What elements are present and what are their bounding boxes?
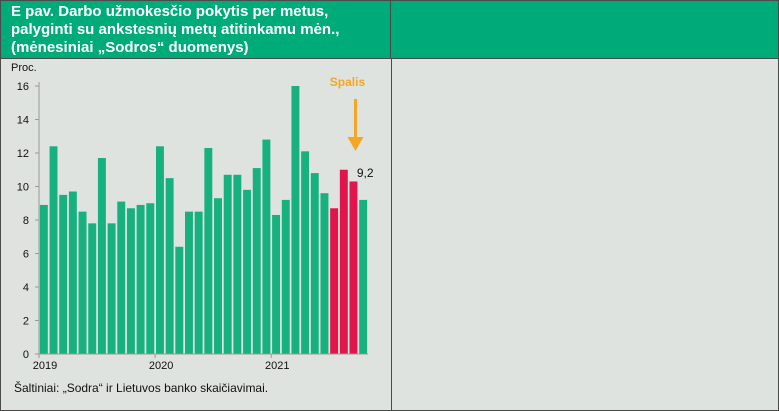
y-tick-label: 14 bbox=[17, 115, 29, 127]
bar bbox=[39, 204, 48, 354]
y-tick-label: 0 bbox=[23, 349, 29, 361]
bar bbox=[233, 174, 242, 354]
bar bbox=[301, 151, 310, 354]
bar bbox=[281, 199, 290, 354]
y-tick-label: 12 bbox=[17, 148, 29, 160]
bar bbox=[291, 86, 300, 354]
bar bbox=[214, 198, 222, 354]
figure-title: E pav. Darbo užmokesčio pokytis per metu… bbox=[11, 3, 340, 56]
bar bbox=[117, 201, 126, 354]
y-tick-label: 8 bbox=[23, 215, 29, 227]
bars-group bbox=[39, 86, 368, 354]
bar bbox=[194, 211, 203, 354]
bar bbox=[165, 178, 174, 354]
bar-highlight bbox=[349, 181, 358, 354]
bar bbox=[185, 211, 193, 354]
bar bbox=[146, 203, 155, 354]
bar bbox=[252, 168, 261, 354]
bar bbox=[126, 208, 135, 354]
arrow-head-icon bbox=[347, 137, 364, 151]
y-tick-label: 2 bbox=[23, 316, 29, 328]
y-axis-label: Proc. bbox=[11, 62, 37, 74]
header-panel-left: E pav. Darbo užmokesčio pokytis per metu… bbox=[1, 1, 391, 59]
bar bbox=[88, 223, 97, 354]
bar bbox=[97, 158, 106, 354]
x-tick-label: 2021 bbox=[265, 360, 289, 372]
y-tick-label: 6 bbox=[23, 249, 29, 261]
arrow-label: Spalis bbox=[330, 75, 366, 89]
y-axis-ticks: 0 2 4 6 8 10 12 14 16 bbox=[17, 81, 39, 361]
bar bbox=[359, 199, 368, 354]
bar bbox=[136, 204, 145, 354]
bar bbox=[107, 223, 116, 354]
bar bbox=[310, 173, 319, 354]
panel-divider bbox=[391, 59, 392, 410]
y-tick-label: 10 bbox=[17, 182, 29, 194]
bar bbox=[59, 194, 68, 354]
annotations: 9,2 Spalis bbox=[330, 75, 374, 180]
bar bbox=[68, 191, 77, 354]
bar bbox=[155, 146, 164, 354]
x-tick-label: 2019 bbox=[33, 360, 57, 372]
bar-highlight bbox=[330, 208, 339, 354]
bar bbox=[175, 246, 184, 354]
header-panel-right bbox=[391, 1, 778, 59]
bar bbox=[223, 174, 232, 354]
bar-highlight bbox=[339, 169, 348, 354]
bar bbox=[243, 189, 252, 354]
x-axis-ticks: 2019 2020 2021 bbox=[33, 354, 289, 372]
bar-chart: Proc. 0 2 4 6 8 10 12 14 16 2019 2020 2021 9,2 Spal… bbox=[11, 62, 374, 372]
bar bbox=[262, 139, 271, 354]
bar bbox=[272, 214, 281, 354]
last-value-label: 9,2 bbox=[357, 166, 374, 180]
source-note: Šaltiniai: „Sodra“ ir Lietuvos banko ska… bbox=[14, 381, 269, 395]
bar bbox=[78, 211, 87, 354]
y-tick-label: 16 bbox=[17, 81, 29, 93]
y-tick-label: 4 bbox=[23, 282, 29, 294]
bar bbox=[204, 147, 213, 354]
bar bbox=[49, 146, 58, 354]
x-tick-label: 2020 bbox=[149, 360, 173, 372]
bar bbox=[320, 193, 329, 354]
